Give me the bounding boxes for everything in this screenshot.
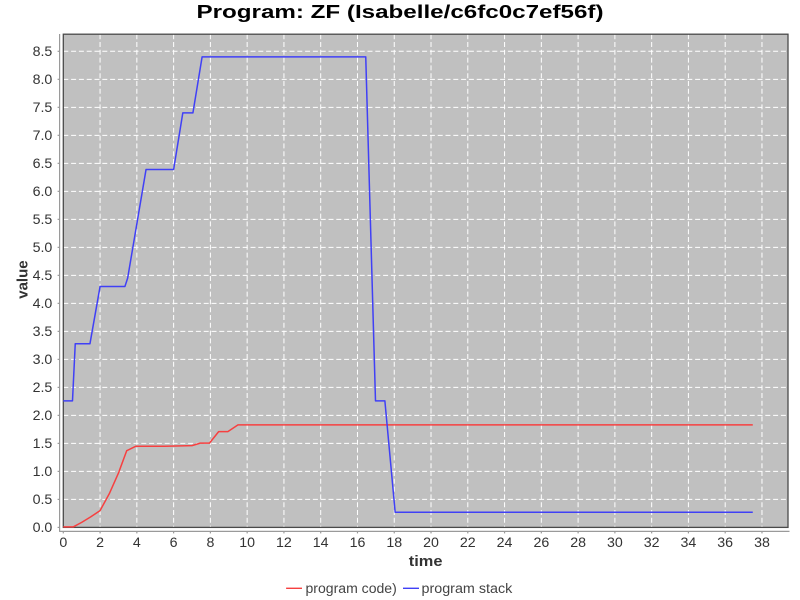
svg-text:22: 22 [460, 535, 476, 551]
svg-text:34: 34 [681, 535, 697, 551]
svg-text:7.0: 7.0 [33, 128, 53, 144]
svg-text:7.5: 7.5 [33, 100, 53, 116]
svg-text:14: 14 [313, 535, 329, 551]
svg-text:24: 24 [497, 535, 513, 551]
svg-text:value: value [15, 260, 32, 298]
svg-text:3.5: 3.5 [33, 324, 53, 340]
svg-text:5.0: 5.0 [33, 240, 53, 256]
svg-text:1.5: 1.5 [33, 436, 53, 452]
svg-text:28: 28 [570, 535, 586, 551]
svg-text:0: 0 [59, 535, 67, 551]
svg-text:0.0: 0.0 [33, 520, 53, 536]
svg-text:4: 4 [133, 535, 141, 551]
svg-text:36: 36 [717, 535, 733, 551]
svg-text:4.5: 4.5 [33, 268, 53, 284]
svg-text:2.5: 2.5 [33, 380, 53, 396]
svg-text:18: 18 [386, 535, 402, 551]
svg-text:8.0: 8.0 [33, 72, 53, 88]
svg-text:16: 16 [350, 535, 366, 551]
svg-text:6.0: 6.0 [33, 184, 53, 200]
svg-text:0.5: 0.5 [33, 492, 53, 508]
svg-text:5.5: 5.5 [33, 212, 53, 228]
svg-text:program stack: program stack [422, 581, 513, 596]
svg-text:3.0: 3.0 [33, 352, 53, 368]
svg-text:12: 12 [276, 535, 292, 551]
svg-text:1.0: 1.0 [33, 464, 53, 480]
svg-text:32: 32 [644, 535, 660, 551]
svg-text:Program: ZF (Isabelle/c6fc0c7e: Program: ZF (Isabelle/c6fc0c7ef56f) [197, 2, 604, 22]
svg-text:time: time [409, 553, 443, 570]
svg-text:4.0: 4.0 [33, 296, 53, 312]
svg-text:8: 8 [206, 535, 214, 551]
svg-text:2.0: 2.0 [33, 408, 53, 424]
svg-text:program code): program code) [306, 581, 397, 596]
svg-text:30: 30 [607, 535, 623, 551]
svg-text:26: 26 [533, 535, 549, 551]
svg-text:2: 2 [96, 535, 104, 551]
svg-text:20: 20 [423, 535, 439, 551]
svg-text:10: 10 [239, 535, 255, 551]
svg-text:8.5: 8.5 [33, 44, 53, 60]
svg-text:6: 6 [170, 535, 178, 551]
svg-text:6.5: 6.5 [33, 156, 53, 172]
svg-text:38: 38 [754, 535, 770, 551]
